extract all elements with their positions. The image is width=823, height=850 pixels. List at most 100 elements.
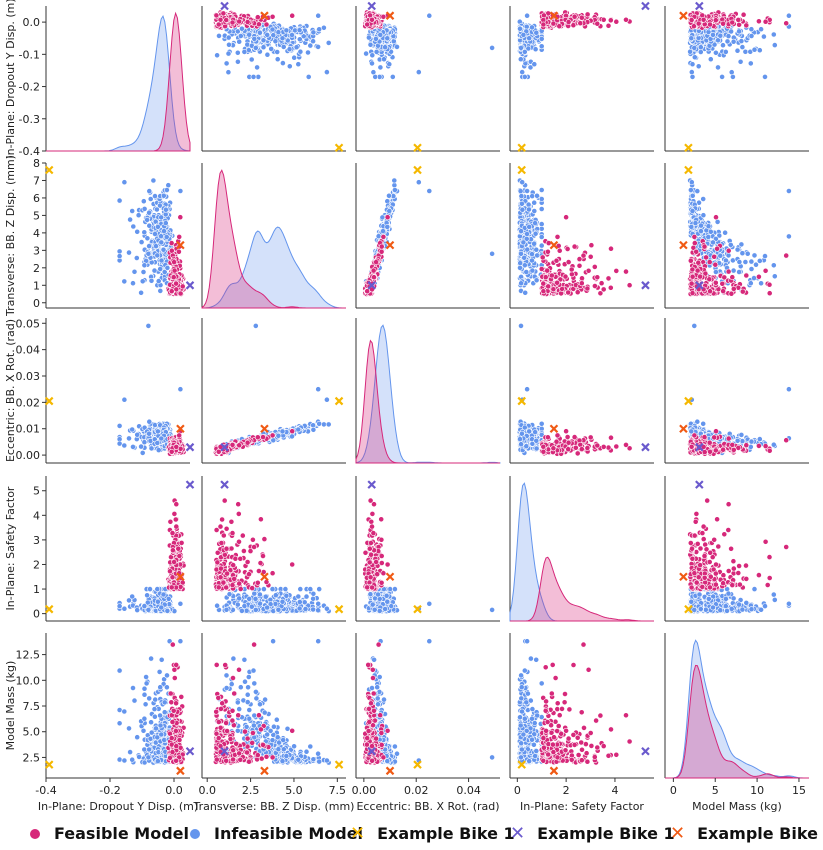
point-infeasible [325,40,332,46]
point-infeasible [372,36,379,42]
point-feasible [215,21,222,28]
panel-dropout_y-vs-dropout_y [45,6,191,152]
point-infeasible [275,29,282,36]
point-infeasible [698,222,704,229]
point-feasible [556,247,563,254]
point-feasible [576,256,583,262]
point-feasible [540,280,547,287]
point-infeasible [700,212,707,219]
point-infeasible [146,430,152,437]
point-infeasible [688,223,695,230]
point-infeasible [689,74,696,80]
point-infeasible [390,38,397,45]
marker-example-bike-1 [220,1,229,11]
point-infeasible [268,46,275,52]
point-infeasible [307,42,314,49]
point-feasible [600,16,607,23]
point-feasible [223,17,230,23]
point-infeasible [688,179,695,186]
point-infeasible [688,187,694,193]
point-infeasible [234,58,241,65]
point-feasible [730,285,737,292]
point-infeasible [532,230,539,237]
point-feasible [544,267,551,274]
point-feasible [598,280,605,287]
point-infeasible [116,253,123,259]
point-infeasible [762,253,768,259]
point-feasible [540,21,547,28]
point-infeasible [758,280,764,287]
point-infeasible [520,32,527,38]
panel-bb_z-vs-bb_z [201,163,346,309]
point-feasible [693,248,700,255]
point-feasible [712,17,719,24]
point-feasible [585,267,592,274]
point-infeasible [133,255,140,261]
point-feasible [545,248,551,255]
point-infeasible [697,49,704,55]
point-infeasible [369,60,375,67]
point-infeasible [517,56,524,63]
point-infeasible [248,56,255,63]
point-infeasible [216,33,222,39]
point-infeasible [323,69,330,75]
point-infeasible [234,49,241,56]
point-infeasible [389,74,396,80]
point-infeasible [291,54,298,61]
point-infeasible [742,259,749,265]
point-infeasible [489,45,495,51]
point-infeasible [310,38,316,45]
point-feasible [171,259,177,265]
point-infeasible [146,222,153,229]
point-feasible [725,247,732,254]
point-infeasible [391,187,398,193]
point-infeasible [523,269,530,275]
point-infeasible [234,28,241,35]
point-infeasible [148,445,155,452]
point-infeasible [526,206,532,213]
point-feasible [706,259,713,265]
point-infeasible [158,435,165,442]
point-infeasible [289,32,295,38]
point-infeasible [154,223,161,230]
marker-example-bike-1 [641,281,650,290]
point-feasible [168,240,175,246]
point-feasible [689,273,696,280]
point-infeasible [153,206,160,213]
point-feasible [574,289,581,296]
point-infeasible [373,49,380,55]
point-infeasible [254,64,260,71]
point-infeasible [121,442,128,449]
point-infeasible [761,33,767,40]
point-infeasible [758,26,764,33]
point-infeasible [255,74,262,80]
point-infeasible [160,246,167,253]
point-infeasible [736,269,742,275]
point-infeasible [141,205,148,212]
point-feasible [740,11,747,18]
point-infeasible [688,35,695,42]
point-infeasible [157,287,164,294]
point-feasible [592,283,598,289]
point-infeasible [719,74,725,80]
point-infeasible [145,322,152,329]
marker-example-bike-0 [684,143,693,153]
point-feasible [175,248,182,255]
point-infeasible [730,267,737,274]
point-feasible [762,18,769,25]
point-feasible [571,13,578,20]
point-infeasible [296,27,303,34]
point-infeasible [270,32,277,39]
point-infeasible [161,228,167,234]
marker-example-bike-0 [413,165,422,175]
point-infeasible [250,74,257,80]
point-infeasible [163,234,170,240]
point-feasible [554,233,561,240]
point-infeasible [283,27,290,34]
point-infeasible [426,12,433,19]
point-infeasible [151,267,158,274]
point-infeasible [526,35,533,42]
point-infeasible [126,435,132,442]
point-infeasible [274,56,281,63]
point-feasible [613,18,620,25]
